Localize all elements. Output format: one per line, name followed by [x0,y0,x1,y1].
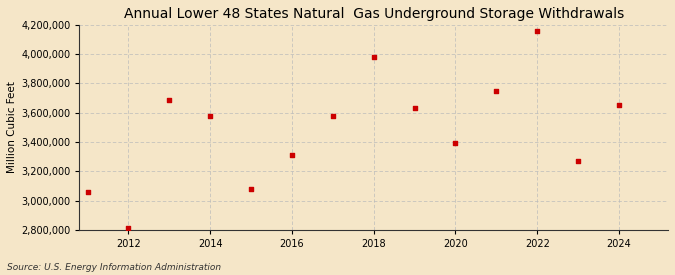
Point [205,113,215,118]
Point [164,97,175,102]
Point [369,55,379,59]
Y-axis label: Million Cubic Feet: Million Cubic Feet [7,81,17,173]
Text: Source: U.S. Energy Information Administration: Source: U.S. Energy Information Administ… [7,263,221,272]
Point [246,187,256,191]
Point [82,189,93,194]
Point [327,113,338,118]
Point [409,106,420,111]
Point [123,226,134,230]
Point [532,29,543,33]
Point [450,141,461,146]
Point [572,159,583,163]
Point [491,89,502,93]
Title: Annual Lower 48 States Natural  Gas Underground Storage Withdrawals: Annual Lower 48 States Natural Gas Under… [124,7,624,21]
Point [287,153,298,157]
Point [614,103,624,108]
